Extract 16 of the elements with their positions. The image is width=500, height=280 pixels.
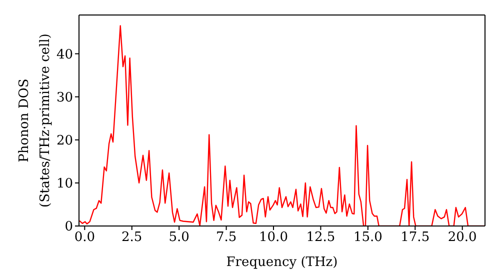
x-tick-label: 20.0 (448, 230, 477, 246)
x-tick-label: 7.5 (216, 230, 237, 246)
y-tick-label: 0 (64, 220, 73, 235)
y-tick-label: 10 (56, 176, 73, 192)
y-tick-label: 40 (56, 47, 73, 62)
x-tick-label: 17.5 (400, 230, 430, 246)
x-tick-label: 12.5 (306, 230, 336, 246)
x-tick-label: 5.0 (168, 230, 190, 246)
x-tick-label: 0.0 (74, 230, 96, 246)
y-axis-title: Phonon DOS (States/THz·primitive cell) (17, 33, 53, 208)
y-tick-label: 30 (56, 90, 73, 106)
x-tick-label: 2.5 (122, 230, 142, 246)
y-tick-label: 20 (56, 133, 73, 148)
x-tick-label: 10.0 (259, 230, 288, 246)
x-axis-title: Frequency (THz) (226, 255, 338, 270)
x-tick-label: 15.0 (353, 230, 382, 246)
